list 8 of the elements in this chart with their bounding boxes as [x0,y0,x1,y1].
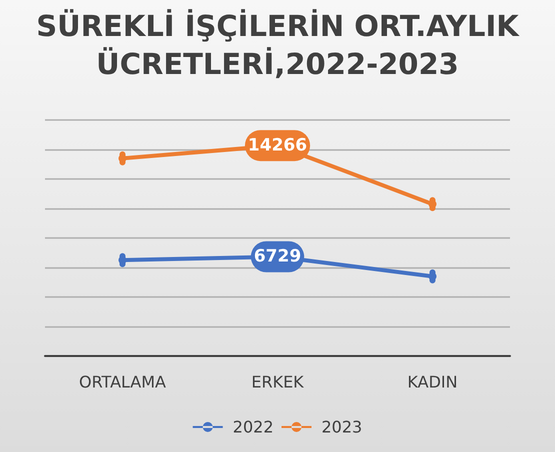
x-tick-label: ERKEK [251,372,304,392]
x-tick-label: ORTALAMA [79,372,166,392]
x-tick-label: KADIN [407,372,458,392]
chart-title: SÜREKLİ İŞÇİLERİN ORT.AYLIK ÜCRETLERİ,2022-2023 [36,9,520,81]
legend-label: 2023 [322,418,362,436]
data-label: 6729 [254,246,302,267]
data-label: 14266 [248,136,308,156]
legend-label: 2022 [232,418,274,436]
